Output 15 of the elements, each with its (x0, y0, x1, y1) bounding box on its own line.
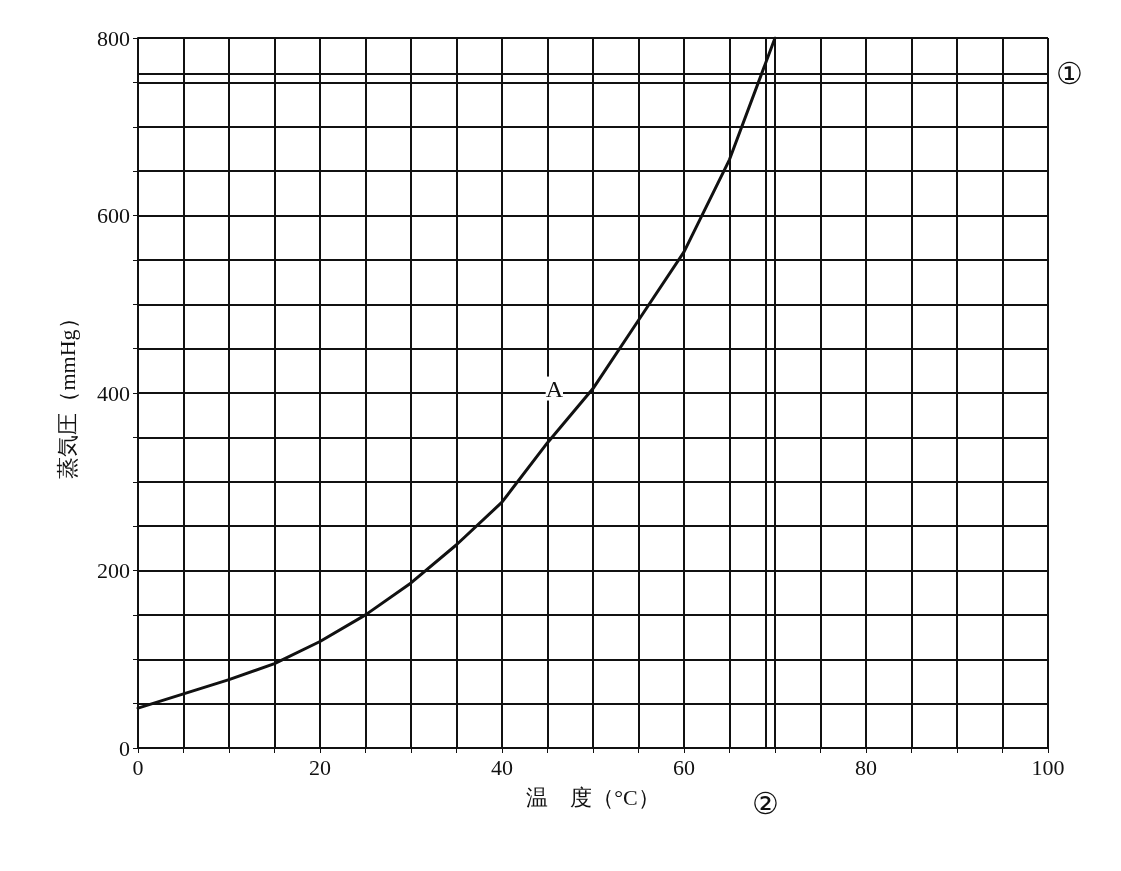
y-tick-label: 800 (97, 25, 130, 51)
y-tick-label: 600 (97, 203, 130, 228)
x-tick-label: 20 (309, 754, 331, 780)
ref-line-label: ② (752, 786, 780, 820)
y-tick-label: 0 (119, 735, 130, 761)
x-tick-label: 40 (491, 754, 513, 780)
x-tick-label: 60 (673, 754, 695, 780)
annotation: A (545, 375, 564, 402)
x-tick-label: 80 (855, 754, 877, 780)
x-tick-label: 100 (1031, 754, 1065, 780)
y-tick-label: 400 (97, 380, 130, 406)
y-tick-label: 200 (97, 558, 130, 583)
x-axis-title: 温 度（°C） (526, 784, 660, 810)
y-axis-title: 蒸気圧（mmHg） (54, 307, 80, 479)
ref-line-label: ① (1056, 57, 1083, 90)
